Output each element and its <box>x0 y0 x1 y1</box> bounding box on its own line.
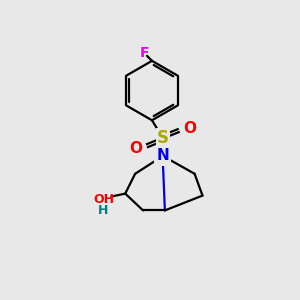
Text: S: S <box>157 129 169 147</box>
Text: O: O <box>130 140 142 155</box>
Text: N: N <box>157 148 169 164</box>
Text: O: O <box>183 121 196 136</box>
Text: OH: OH <box>93 193 114 206</box>
Text: H: H <box>98 204 109 217</box>
Text: F: F <box>139 46 149 60</box>
